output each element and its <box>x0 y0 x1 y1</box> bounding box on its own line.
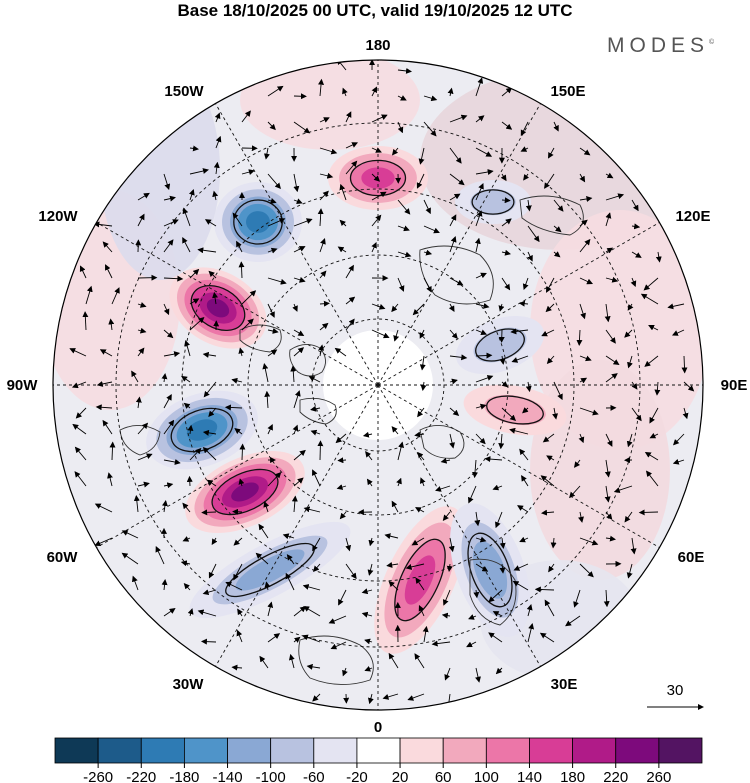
colorbar-tick-label: 180 <box>560 769 585 783</box>
label-60w: 60W <box>47 549 79 566</box>
anomaly-positive-north-atlantic <box>185 450 305 534</box>
colorbar: -260 -220 -180 -140 -100 -60 -20 20 60 100 140 180 2… <box>54 737 703 783</box>
colorbar-swatch <box>270 737 315 764</box>
label-30w: 30W <box>173 676 205 693</box>
map-border <box>52 59 704 711</box>
colorbar-swatch <box>183 737 228 764</box>
colorbar-swatch <box>615 737 660 764</box>
label-60e: 60E <box>678 549 705 566</box>
label-90e: 90E <box>721 377 748 394</box>
colorbar-tick-label: -140 <box>213 769 243 783</box>
label-150w: 150W <box>164 83 204 100</box>
colorbar-swatch <box>140 737 185 764</box>
reference-vector-label: 30 <box>667 682 684 699</box>
colorbar-tick-label: 100 <box>474 769 499 783</box>
colorbar-swatch <box>227 737 272 764</box>
label-180: 180 <box>365 37 390 54</box>
colorbar-tick-label: 20 <box>392 769 409 783</box>
colorbar-tick-label: -20 <box>346 769 368 783</box>
anomaly-negative-labrador <box>146 390 258 470</box>
anomaly-positive-siberia <box>463 384 567 436</box>
anomaly-negative-kamchatka <box>455 180 531 224</box>
label-0: 0 <box>374 719 382 736</box>
colorbar-swatch <box>442 737 487 764</box>
colorbar-tick-label: -260 <box>83 769 113 783</box>
modes-logo: MODES© <box>607 34 714 58</box>
label-120e: 120E <box>675 208 710 225</box>
colorbar-swatch <box>529 737 573 764</box>
colorbar-swatch <box>54 737 99 764</box>
colorbar-tick-label: -60 <box>303 769 325 783</box>
colorbar-tick-label: 140 <box>517 769 542 783</box>
label-120w: 120W <box>38 208 78 225</box>
colorbar-swatch <box>313 737 358 764</box>
label-150e: 150E <box>550 83 585 100</box>
colorbar-tick-label: 260 <box>646 769 671 783</box>
wind-vectors <box>69 60 695 709</box>
colorbar-swatch <box>572 737 617 764</box>
anomaly-negative-gulf-of-alaska <box>214 182 302 262</box>
label-30e: 30E <box>551 676 578 693</box>
graticule <box>53 60 703 710</box>
label-90w: 90W <box>7 377 39 394</box>
anomaly-field <box>53 60 703 710</box>
colorbar-tick-label: -100 <box>256 769 286 783</box>
map-title: Base 18/10/2025 00 UTC, valid 19/10/2025… <box>177 1 573 20</box>
colorbar-swatch <box>658 737 703 764</box>
colorbar-swatch <box>485 737 530 764</box>
colorbar-swatch <box>97 737 142 764</box>
anomaly-positive-canada <box>169 267 267 349</box>
colorbar-tick-label: 60 <box>435 769 452 783</box>
colorbar-swatch <box>399 737 444 764</box>
colorbar-swatch <box>356 737 401 764</box>
colorbar-tick-label: -180 <box>169 769 199 783</box>
colorbar-tick-label: -220 <box>126 769 156 783</box>
reference-vector: 30 <box>647 682 704 710</box>
colorbar-tick-label: 220 <box>603 769 628 783</box>
anomaly-negative-western-russia <box>450 503 530 637</box>
modes-logo-text: MODES <box>607 34 710 57</box>
copyright-mark: © <box>709 39 715 46</box>
